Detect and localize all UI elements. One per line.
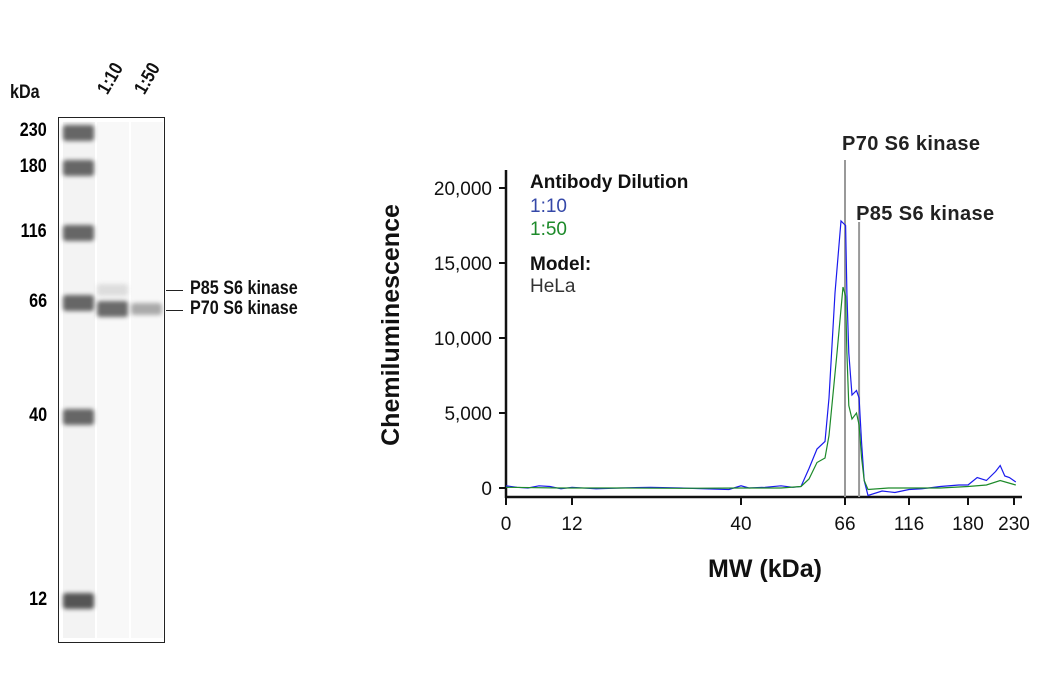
y-tick-label: 15,000 <box>434 254 492 275</box>
legend-entry: 1:50 <box>530 219 567 240</box>
marker-label: 116 <box>20 221 47 242</box>
x-tick-label: 116 <box>894 514 924 535</box>
legend-title: Antibody Dilution <box>530 172 688 193</box>
x-tick-label: 180 <box>952 514 984 535</box>
marker-label: 230 <box>20 120 47 141</box>
legend-entry: 1:10 <box>530 196 567 217</box>
p70-pointer <box>166 310 183 311</box>
x-tick-label: 0 <box>501 514 512 535</box>
marker-label: 12 <box>29 589 47 610</box>
marker-label: 180 <box>20 156 47 177</box>
gel-image <box>58 117 165 643</box>
marker-label: 40 <box>29 405 47 426</box>
annotation-label: P70 S6 kinase <box>842 133 980 155</box>
p85-pointer <box>166 290 183 291</box>
x-axis-label: MW (kDa) <box>708 555 822 583</box>
x-tick-label: 40 <box>730 514 751 535</box>
legend-model: HeLa <box>530 276 576 297</box>
band-label-p85: P85 S6 kinase <box>190 278 298 299</box>
x-tick-label: 230 <box>998 514 1030 535</box>
legend-model-title: Model: <box>530 254 591 275</box>
x-tick-label: 66 <box>834 514 855 535</box>
y-axis-label: Chemiluminescence <box>377 204 405 446</box>
x-tick-label: 12 <box>561 514 582 535</box>
y-tick-label: 10,000 <box>434 329 492 350</box>
band-label-p70: P70 S6 kinase <box>190 298 298 319</box>
y-tick-label: 5,000 <box>444 404 492 425</box>
series-line-1:50 <box>505 286 1016 491</box>
gel-unit-label: kDa <box>10 82 40 103</box>
annotation-label: P85 S6 kinase <box>856 203 994 225</box>
y-tick-label: 0 <box>481 479 492 500</box>
y-tick-label: 20,000 <box>434 179 492 200</box>
marker-label: 66 <box>29 291 47 312</box>
